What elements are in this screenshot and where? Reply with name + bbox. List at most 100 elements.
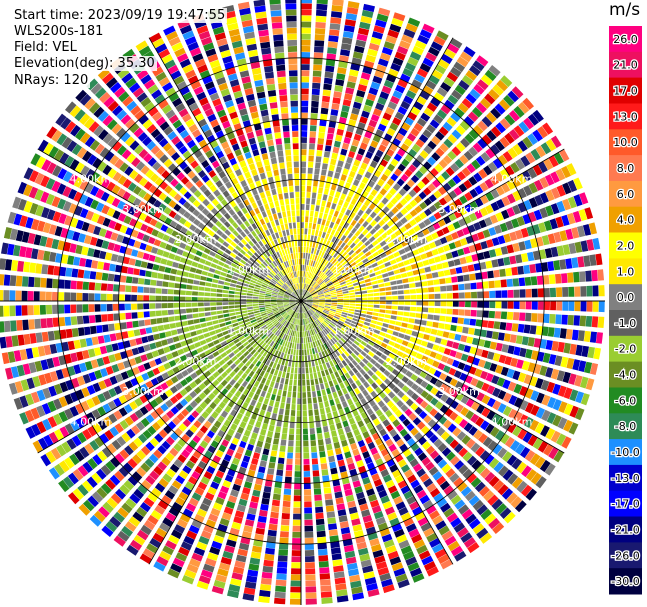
velocity-gate: [356, 541, 367, 550]
velocity-gate: [309, 137, 316, 144]
velocity-gate: [403, 95, 414, 105]
velocity-gate: [312, 391, 317, 398]
velocity-gate: [250, 279, 257, 284]
velocity-gate: [412, 359, 420, 366]
velocity-gate: [242, 593, 255, 601]
velocity-gate: [387, 365, 395, 373]
velocity-gate: [273, 328, 278, 334]
velocity-gate: [334, 314, 341, 318]
velocity-gate: [381, 405, 389, 413]
velocity-gate: [192, 450, 202, 459]
velocity-gate: [350, 423, 358, 431]
velocity-gate: [579, 271, 586, 282]
velocity-gate: [318, 561, 329, 568]
velocity-gate: [149, 360, 157, 368]
velocity-gate: [58, 213, 67, 224]
velocity-gate: [123, 480, 135, 491]
velocity-gate: [479, 532, 493, 544]
velocity-gate: [305, 337, 308, 343]
velocity-gate: [238, 498, 248, 507]
velocity-gate: [139, 394, 148, 404]
velocity-gate: [227, 328, 235, 333]
velocity-gate: [309, 272, 313, 279]
velocity-gate: [348, 286, 354, 291]
velocity-gate: [385, 438, 394, 447]
velocity-gate: [414, 511, 426, 521]
velocity-gate: [385, 35, 397, 45]
velocity-gate: [204, 492, 215, 501]
velocity-gate: [362, 247, 369, 254]
velocity-gate: [397, 148, 406, 157]
velocity-gate: [492, 443, 503, 455]
velocity-gate: [379, 528, 391, 537]
velocity-gate: [575, 407, 585, 421]
velocity-gate: [304, 543, 314, 550]
velocity-gate: [267, 285, 274, 289]
velocity-gate: [423, 414, 432, 424]
velocity-gate: [207, 552, 219, 561]
velocity-gate: [310, 379, 315, 386]
velocity-gate: [433, 35, 446, 46]
velocity-gate: [328, 286, 335, 290]
velocity-gate: [340, 235, 347, 242]
velocity-gate: [265, 547, 275, 555]
velocity-gate: [542, 275, 550, 285]
velocity-gate: [344, 451, 352, 459]
velocity-gate: [302, 289, 304, 296]
velocity-gate: [357, 122, 366, 130]
velocity-gate: [368, 351, 375, 358]
velocity-gate: [21, 305, 28, 316]
velocity-gate: [370, 81, 381, 90]
velocity-gate: [283, 301, 289, 303]
velocity-gate: [379, 52, 391, 62]
velocity-gate: [464, 490, 476, 502]
velocity-gate: [342, 344, 349, 350]
velocity-gate: [293, 311, 297, 318]
velocity-gate: [386, 266, 393, 272]
velocity-gate: [510, 162, 520, 173]
velocity-gate: [373, 184, 382, 192]
velocity-gate: [187, 319, 194, 325]
velocity-gate: [135, 421, 146, 431]
velocity-gate: [373, 232, 381, 239]
velocity-gate: [188, 497, 199, 507]
velocity-gate: [355, 270, 362, 276]
velocity-gate: [395, 423, 405, 432]
velocity-gate: [490, 188, 500, 199]
velocity-gate: [271, 499, 280, 507]
velocity-gate: [524, 450, 536, 462]
velocity-gate: [162, 517, 174, 528]
velocity-gate: [517, 188, 527, 199]
velocity-gate: [310, 316, 315, 322]
velocity-gate: [175, 496, 186, 507]
velocity-gate: [449, 439, 459, 449]
velocity-gate: [349, 113, 359, 121]
velocity-gate: [302, 306, 305, 313]
velocity-gate: [265, 436, 272, 444]
velocity-gate: [323, 276, 329, 282]
velocity-gate: [316, 353, 320, 360]
velocity-gate: [204, 297, 210, 301]
velocity-gate: [354, 312, 361, 316]
velocity-gate: [317, 536, 327, 544]
velocity-gate: [516, 359, 524, 369]
velocity-gate: [279, 345, 284, 352]
velocity-gate: [174, 357, 182, 365]
velocity-gate: [290, 586, 301, 593]
velocity-gate: [409, 501, 420, 511]
velocity-gate: [304, 495, 312, 502]
velocity-gate: [475, 155, 486, 166]
velocity-gate: [414, 40, 427, 50]
velocity-gate: [215, 328, 222, 334]
velocity-gate: [433, 211, 442, 220]
velocity-gate: [84, 326, 91, 336]
velocity-gate: [575, 344, 583, 356]
velocity-gate: [482, 436, 493, 448]
velocity-gate: [383, 349, 391, 356]
velocity-gate: [297, 312, 300, 319]
velocity-gate: [322, 266, 328, 273]
velocity-gate: [438, 525, 450, 536]
velocity-gate: [520, 484, 533, 497]
velocity-gate: [370, 447, 379, 456]
velocity-gate: [334, 326, 341, 331]
